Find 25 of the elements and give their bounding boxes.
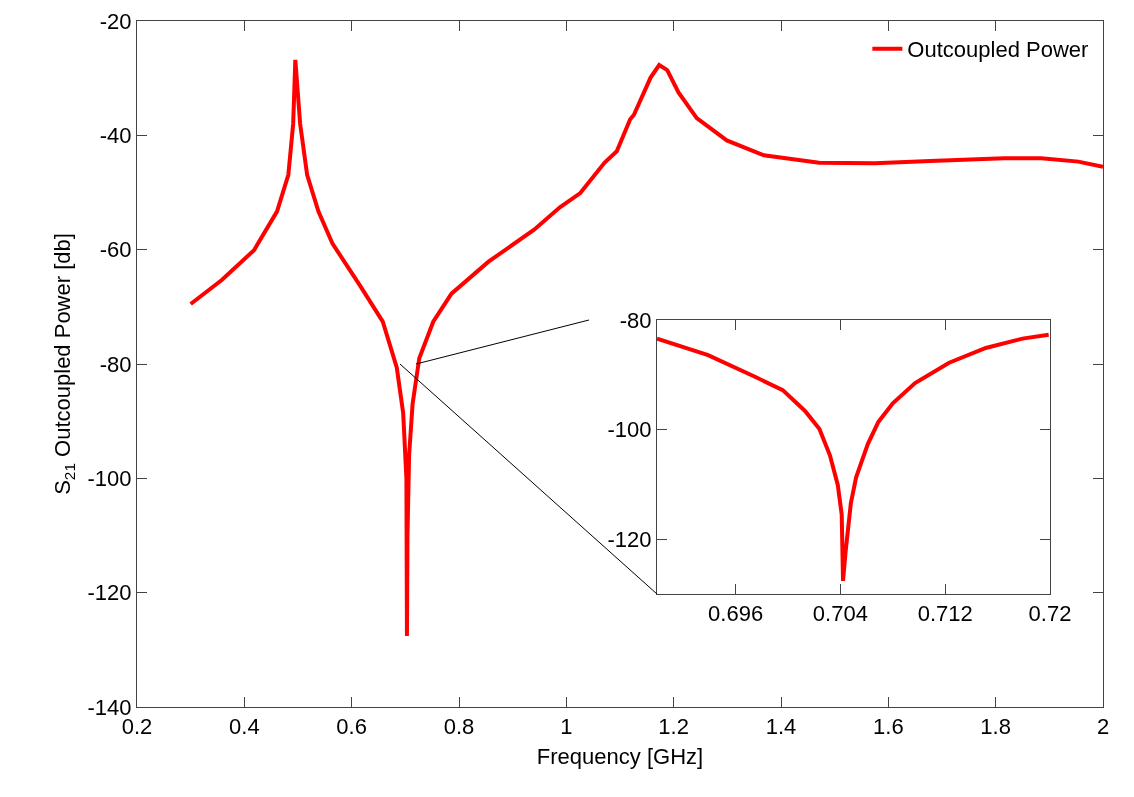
x-tick-label: 0.8 bbox=[443, 714, 475, 740]
x-tick-label: 0.704 bbox=[812, 601, 868, 627]
y-tick-label: -120 bbox=[87, 580, 132, 606]
legend-label: Outcoupled Power bbox=[907, 37, 1089, 63]
y-tick-label: -80 bbox=[99, 351, 132, 377]
x-tick-label: 1.8 bbox=[980, 714, 1011, 740]
line-series bbox=[657, 332, 1050, 583]
x-axis-title: Frequency [GHz] bbox=[536, 744, 704, 770]
y-tick-label: -60 bbox=[99, 237, 132, 263]
y-tick-label: -80 bbox=[619, 307, 652, 333]
x-tick-label: 1.6 bbox=[873, 714, 904, 740]
x-tick-label: 0.712 bbox=[917, 601, 973, 627]
y-tick-label: -120 bbox=[607, 526, 652, 552]
x-tick-label: 1.2 bbox=[658, 714, 689, 740]
x-tick-label: 0.696 bbox=[708, 601, 764, 627]
x-tick-label: 0.4 bbox=[229, 714, 260, 740]
y-tick-label: -20 bbox=[99, 8, 132, 34]
y-tick-label: -100 bbox=[607, 417, 652, 443]
x-tick-label: 1 bbox=[560, 714, 573, 740]
x-tick-label: 0.6 bbox=[336, 714, 367, 740]
x-tick-label: 1.4 bbox=[765, 714, 797, 740]
x-tick-label: 2 bbox=[1096, 714, 1110, 740]
y-tick-label: -40 bbox=[99, 123, 132, 149]
y-tick-label: -100 bbox=[87, 466, 132, 492]
x-tick-label: 0.72 bbox=[1028, 601, 1072, 627]
